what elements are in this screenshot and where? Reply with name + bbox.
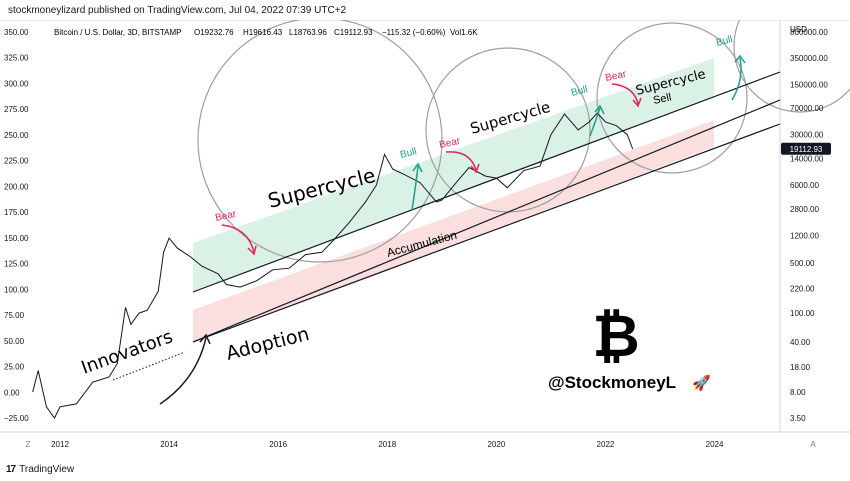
right-axis-tick: 70000.00 [790, 104, 824, 113]
left-axis-tick: 125.00 [4, 260, 29, 269]
right-axis-tick: 350000.00 [790, 54, 828, 63]
cycle-circle-1 [197, 20, 443, 263]
ohlc-volume: Vol1.6K [450, 28, 478, 37]
right-axis-tick: 8.00 [790, 388, 806, 397]
symbol-label[interactable]: Bitcoin / U.S. Dollar, 3D, BITSTAMP [54, 28, 181, 37]
adoption-arrow [159, 337, 207, 405]
ohlc-open: O19232.76 [194, 28, 234, 37]
tradingview-logo-icon: 17 [6, 463, 16, 475]
left-axis-tick: 200.00 [4, 182, 29, 191]
bear-arrow-2-head [470, 163, 480, 174]
right-axis-tick: 3.50 [790, 414, 806, 423]
ohlc-close: C19112.93 [334, 28, 373, 37]
ohlc-change: −115.32 (−0.60%) [382, 28, 446, 37]
right-axis-tick: 100.00 [790, 309, 815, 318]
left-axis-tick: 50.00 [4, 337, 25, 346]
tradingview-brand[interactable]: TradingView [19, 463, 75, 475]
left-axis-tick: 250.00 [4, 131, 29, 140]
bull-arrow-2 [589, 107, 601, 137]
bull-arrow-3-head [734, 54, 746, 64]
time-axis-tick: 2020 [487, 440, 505, 449]
right-axis-tick: 500.00 [790, 259, 815, 268]
right-axis-tick: 14000.00 [790, 155, 824, 164]
right-axis-tick: 220.00 [790, 284, 815, 293]
left-axis-tick: 350.00 [4, 28, 29, 37]
bull-arrow-2-head [594, 104, 605, 115]
cycle-circle-3 [596, 22, 748, 174]
bull-arrow-1-head [412, 162, 423, 173]
right-axis-tick: 40.00 [790, 338, 811, 347]
left-axis-tick: 100.00 [4, 285, 29, 294]
handle-text: @StockmoneyL [548, 373, 676, 392]
bull-label-2: Bull [570, 84, 589, 99]
time-axis-tick: 2012 [51, 440, 69, 449]
channel-lower-line [192, 123, 781, 343]
left-axis: 350.00 325.00 300.00 275.00 250.00 225.00 200.… [4, 28, 29, 423]
left-axis-tick: 300.00 [4, 79, 29, 88]
zoom-reset-button[interactable]: Z [26, 440, 31, 449]
chart[interactable]: Supercycle Supercycle Supercycle Bear Be… [0, 20, 850, 458]
bear-arrow-2 [445, 151, 477, 171]
bull-arrow-3 [731, 57, 742, 101]
bear-label-1: Bear [214, 209, 238, 224]
time-axis-tick: 2022 [597, 440, 615, 449]
time-axis-tick: 2018 [378, 440, 396, 449]
time-axis-tick: 2016 [269, 440, 287, 449]
left-axis-tick: 275.00 [4, 105, 29, 114]
left-axis-tick: 0.00 [4, 388, 20, 397]
price-line[interactable] [32, 112, 634, 419]
left-axis-tick: 75.00 [4, 311, 25, 320]
last-price-value: 19112.93 [790, 145, 823, 154]
left-axis-tick: 325.00 [4, 54, 29, 63]
innovators-label: Innovators [79, 326, 176, 378]
left-axis-tick: 225.00 [4, 157, 29, 166]
channel-middle-line [192, 99, 781, 343]
supercycle-zone [193, 58, 714, 292]
left-axis-tick: −25.00 [4, 414, 29, 423]
cycle-circle-4 [733, 20, 850, 113]
bull-label-3: Bull [715, 34, 734, 49]
bitcoin-logo: ₿ [592, 304, 639, 369]
bear-arrow-3-head [632, 97, 642, 108]
footer: 17 TradingView [6, 462, 74, 476]
innovators-dotted-line [112, 351, 186, 381]
right-axis-tick: 18.00 [790, 363, 811, 372]
bull-arrow-1 [411, 165, 419, 211]
publisher-line: stockmoneylizard published on TradingVie… [8, 5, 347, 16]
channel-upper-line [192, 71, 781, 293]
ohlc-high: H19616.43 [243, 28, 283, 37]
adoption-label: Adoption [224, 323, 312, 365]
accumulation-zone [193, 120, 714, 342]
right-axis-tick: 30000.00 [790, 131, 824, 140]
right-axis-tick: 1200.00 [790, 231, 819, 240]
sell-label: Sell [652, 91, 672, 107]
right-axis-tick: 150000.00 [790, 80, 828, 89]
bull-label-1: Bull [399, 146, 418, 161]
adoption-arrow-head [199, 333, 211, 345]
ohlc-low: L18763.96 [289, 28, 327, 37]
left-axis-tick: 25.00 [4, 363, 25, 372]
right-axis-tick: 800000.00 [790, 28, 828, 37]
right-axis-tick: 6000.00 [790, 181, 819, 190]
bear-label-2: Bear [438, 136, 462, 151]
auto-scale-button[interactable]: A [810, 440, 816, 449]
currency-label: USD [790, 25, 807, 34]
left-axis-tick: 150.00 [4, 234, 29, 243]
left-axis-tick: 175.00 [4, 208, 29, 217]
rocket-icon: 🚀 [692, 374, 711, 392]
time-axis-tick: 2024 [706, 440, 724, 449]
bear-label-3: Bear [604, 69, 628, 84]
bear-arrow-3 [611, 83, 639, 105]
right-axis[interactable]: 800000.00 350000.00 150000.00 70000.00 30000… [790, 28, 828, 423]
bear-arrow-1 [221, 224, 255, 253]
time-axis[interactable]: 2012 2014 2016 2018 2020 2022 2024 [51, 440, 724, 449]
bear-arrow-1-head [247, 245, 257, 256]
last-price-badge: 19112.93 [781, 142, 831, 155]
right-axis-tick: 2800.00 [790, 205, 819, 214]
time-axis-tick: 2014 [160, 440, 178, 449]
